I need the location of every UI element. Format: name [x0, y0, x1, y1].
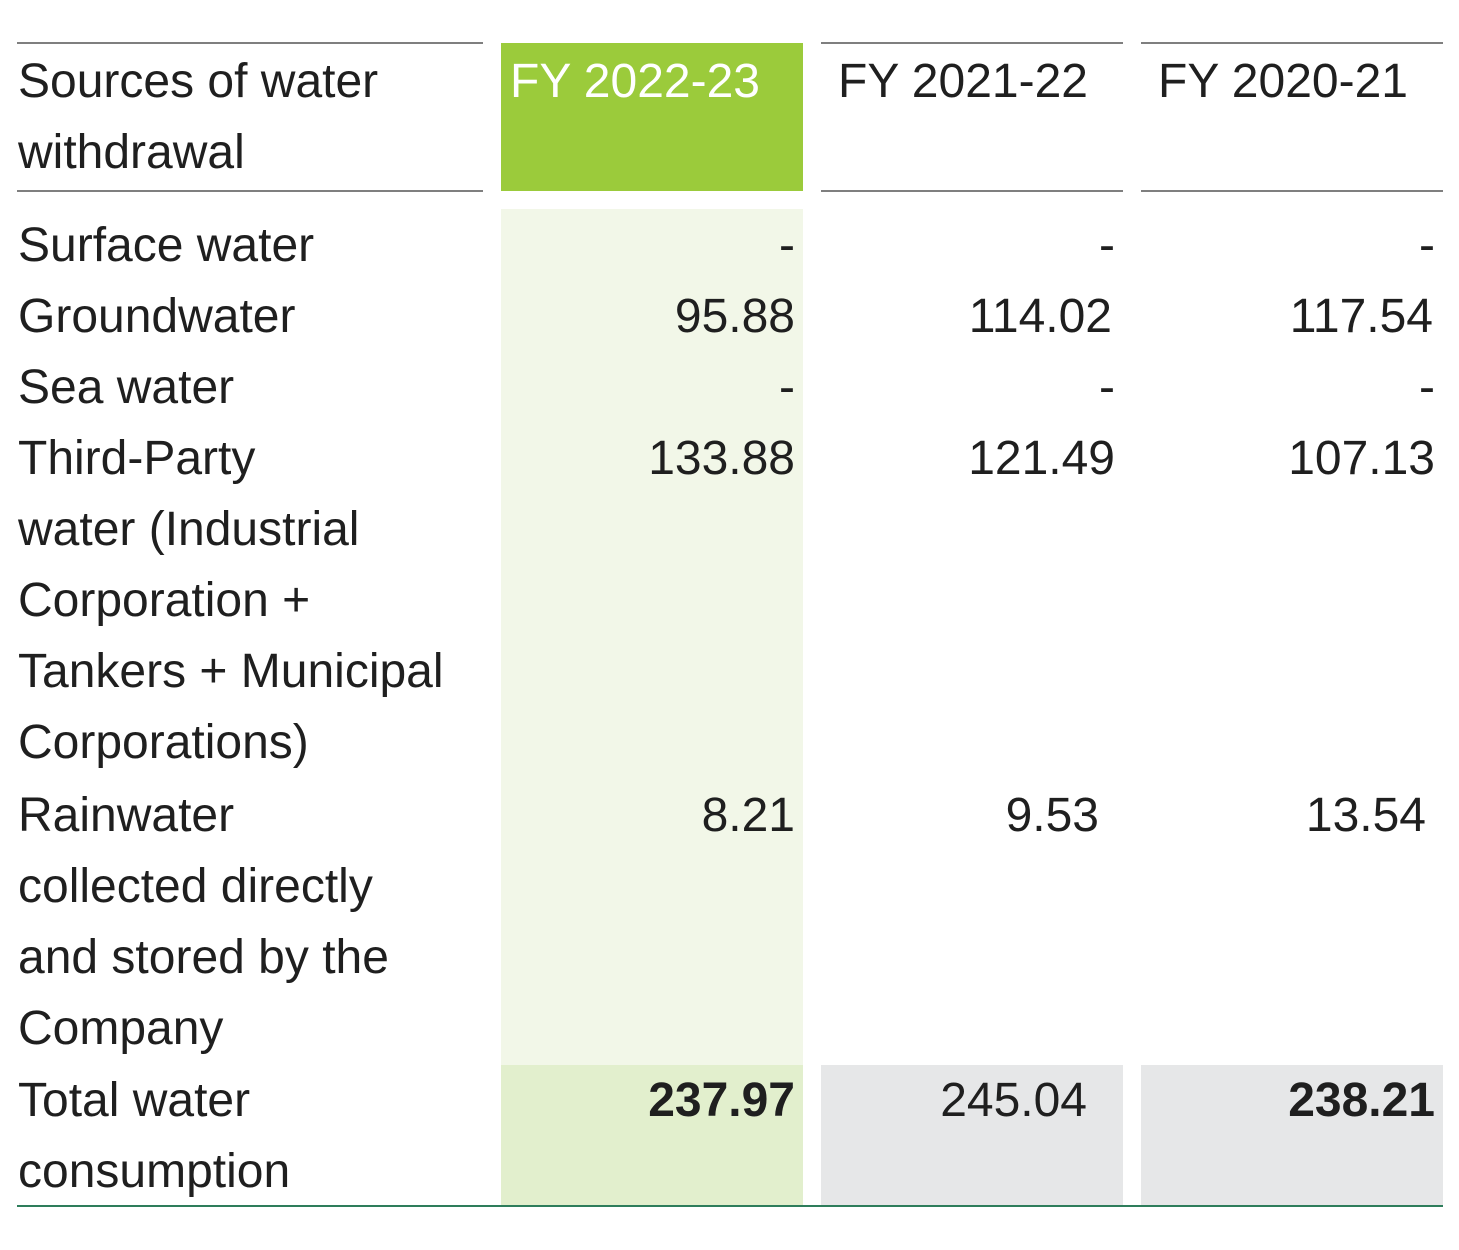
header-bottom-rule-label	[17, 190, 483, 192]
cell-groundwater-fy2020-21: 117.54	[1289, 290, 1433, 343]
current-year-header-bg	[501, 43, 803, 191]
cell-rainwater-fy2021-22: 9.53	[1005, 789, 1099, 842]
cell-sea-water-fy2022-23: -	[779, 361, 795, 414]
cell-sea-water-fy2021-22: -	[1099, 361, 1115, 414]
header-year-fy2022-23: FY 2022-23	[510, 55, 760, 108]
total-current-bg	[501, 1065, 803, 1206]
cell-groundwater-fy2021-22: 114.02	[968, 290, 1112, 343]
cell-surface-water-fy2020-21: -	[1419, 219, 1435, 272]
table-bottom-rule	[17, 1205, 1443, 1207]
header-year-fy2021-22: FY 2021-22	[838, 55, 1088, 108]
cell-total-fy2020-21: 238.21	[1288, 1074, 1435, 1127]
header-label: Sources of water withdrawal	[18, 55, 379, 179]
row-label-rainwater: Rainwater collected directly and stored …	[18, 789, 389, 1055]
total-fy2020-21-bg	[1141, 1065, 1443, 1206]
cell-third-party-water-fy2022-23: 133.88	[648, 432, 795, 485]
header-top-rule-label	[17, 42, 483, 44]
cell-surface-water-fy2021-22: -	[1099, 219, 1115, 272]
row-label-surface-water: Surface water	[18, 219, 315, 272]
row-label-third-party-water: Third-Party water (Industrial Corporatio…	[18, 432, 444, 769]
row-label-total-water-consumption: Total water consumption	[18, 1074, 291, 1198]
header-year-fy2020-21: FY 2020-21	[1158, 55, 1408, 108]
row-label-groundwater: Groundwater	[18, 290, 296, 343]
cell-groundwater-fy2022-23: 95.88	[674, 290, 795, 343]
cell-surface-water-fy2022-23: -	[779, 219, 795, 272]
header-bottom-rule-fy2021-22	[821, 190, 1123, 192]
cell-rainwater-fy2022-23: 8.21	[701, 789, 795, 842]
cell-total-fy2022-23: 237.97	[648, 1074, 795, 1127]
cell-third-party-water-fy2021-22: 121.49	[968, 432, 1115, 485]
header-top-rule-fy2021-22	[821, 42, 1123, 44]
cell-total-fy2021-22: 245.04	[940, 1074, 1087, 1127]
cell-third-party-water-fy2020-21: 107.13	[1288, 432, 1435, 485]
row-label-sea-water: Sea water	[18, 361, 235, 414]
current-year-column-bg	[501, 209, 803, 1065]
total-fy2021-22-bg	[821, 1065, 1123, 1206]
cell-rainwater-fy2020-21: 13.54	[1305, 789, 1426, 842]
header-top-rule-fy2020-21	[1141, 42, 1443, 44]
header-bottom-rule-fy2020-21	[1141, 190, 1443, 192]
cell-sea-water-fy2020-21: -	[1419, 361, 1435, 414]
